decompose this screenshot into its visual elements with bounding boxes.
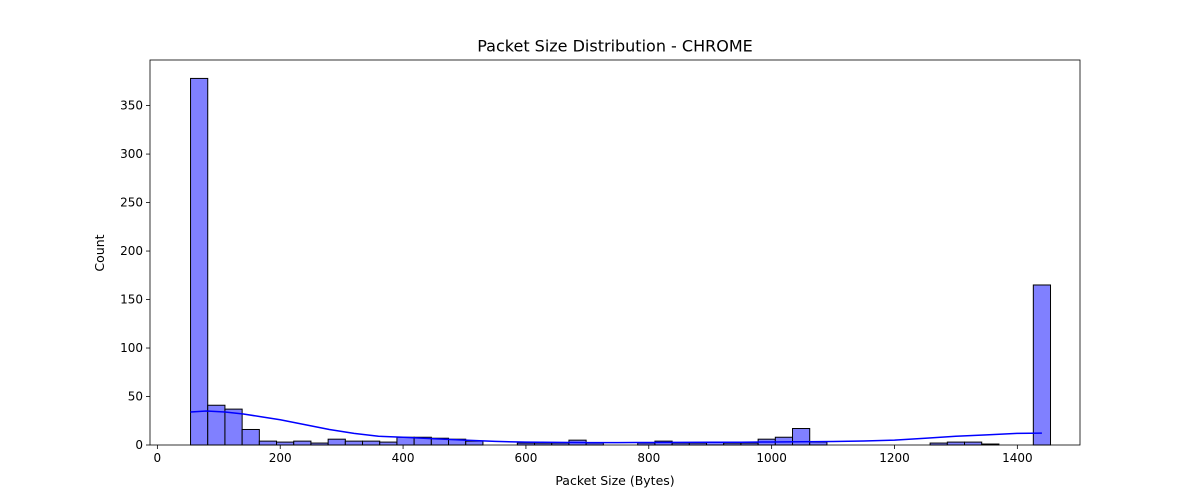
- chart-title: Packet Size Distribution - CHROME: [477, 37, 752, 56]
- histogram-bar-16: [465, 440, 484, 446]
- y-tick-label-0: 0: [135, 438, 143, 452]
- histogram-bar-8: [327, 438, 346, 446]
- histogram-bar-11: [379, 441, 398, 446]
- histogram-bar-12: [396, 436, 415, 446]
- x-tick-label-0: 0: [154, 451, 162, 465]
- x-tick-label-1: 200: [269, 451, 292, 465]
- y-axis-ticks: 0 50 100 150 200 250 300 350: [120, 99, 150, 452]
- plot-frame: [149, 59, 1081, 446]
- histogram-bar-34: [946, 441, 966, 446]
- x-axis-ticks: 0 200 400 600 800 1000 1200 1400: [154, 445, 1033, 465]
- histogram-bar-30: [774, 436, 794, 446]
- y-tick-label-7: 350: [120, 99, 143, 113]
- x-tick-label-6: 1200: [879, 451, 910, 465]
- histogram-bar-37: [1032, 284, 1052, 446]
- histogram-bar-32: [809, 441, 828, 446]
- histogram-bar-9: [344, 440, 364, 446]
- x-tick-label-7: 1400: [1002, 451, 1033, 465]
- y-tick-label-5: 250: [120, 196, 143, 210]
- y-tick-label-2: 100: [120, 341, 143, 355]
- y-tick-label-1: 50: [128, 390, 143, 404]
- x-tick-label-4: 800: [637, 451, 660, 465]
- x-tick-label-5: 1000: [756, 451, 787, 465]
- x-axis-label: Packet Size (Bytes): [555, 473, 674, 488]
- histogram-bar-10: [362, 440, 381, 446]
- histogram-bar-0: [190, 77, 209, 446]
- histogram-bar-4: [258, 440, 278, 446]
- histogram-bar-2: [224, 408, 243, 446]
- kde-curve: [190, 410, 1042, 444]
- histogram-bar-35: [964, 441, 983, 446]
- x-tick-label-2: 400: [392, 451, 415, 465]
- histogram-bar-5: [276, 441, 295, 446]
- histogram-bar-3: [241, 428, 260, 446]
- y-tick-label-3: 150: [120, 293, 143, 307]
- y-tick-label-4: 200: [120, 244, 143, 258]
- histogram-bar-6: [293, 440, 312, 446]
- y-tick-label-6: 300: [120, 147, 143, 161]
- x-tick-label-3: 600: [514, 451, 537, 465]
- y-axis-label: Count: [92, 234, 107, 271]
